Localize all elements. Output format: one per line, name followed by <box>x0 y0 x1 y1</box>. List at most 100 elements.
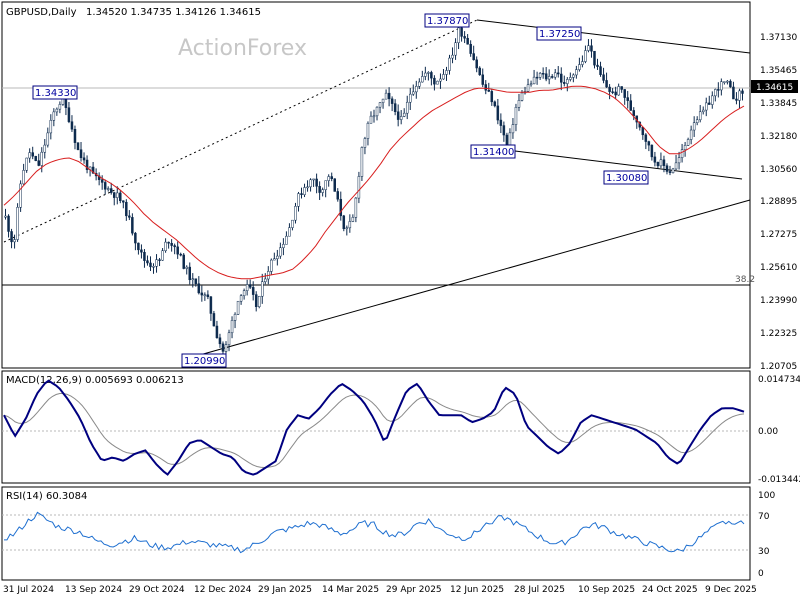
price-tick: 1.30560 <box>760 165 797 175</box>
candle-body <box>614 91 617 96</box>
candle-body <box>242 290 246 296</box>
rsi-tick: 100 <box>758 491 775 501</box>
candle-body <box>185 266 188 269</box>
candle-body <box>116 192 119 198</box>
candle-body <box>67 107 71 122</box>
candle-body <box>179 253 182 256</box>
candle-body <box>91 166 95 174</box>
candle-body <box>439 78 442 82</box>
candle-body <box>481 74 484 85</box>
candle-body <box>158 259 161 261</box>
candle-body <box>297 193 300 207</box>
candle-body <box>143 251 146 261</box>
candle-body <box>236 300 240 315</box>
candle-body <box>695 119 699 123</box>
callout-text: 1.34330 <box>35 88 76 99</box>
candle-body <box>16 207 19 240</box>
candle-body <box>711 95 714 105</box>
candle-body <box>575 69 578 76</box>
candle-body <box>270 259 273 272</box>
candle-body <box>339 198 343 217</box>
callout-text: 1.30080 <box>606 173 647 184</box>
candle-body <box>13 239 16 243</box>
candle-body <box>106 188 110 190</box>
callout-box <box>603 170 649 185</box>
candle-body <box>602 74 605 81</box>
candle-body <box>475 59 478 69</box>
candle-body <box>677 157 681 164</box>
candle-body <box>25 157 28 171</box>
candle-body <box>209 296 213 314</box>
candle-body <box>490 91 494 103</box>
candle-body <box>354 197 358 218</box>
candle-body <box>342 215 346 230</box>
macd-title: MACD(12,26,9) 0.005693 0.006213 <box>6 375 184 386</box>
candle-body <box>538 73 542 78</box>
candle-body <box>306 186 309 189</box>
candle-body <box>514 107 518 125</box>
candle-body <box>665 165 669 172</box>
price-panel-frame <box>1 1 751 369</box>
candle-body <box>430 72 433 79</box>
candle-body <box>221 343 225 352</box>
candle-body <box>345 227 349 230</box>
price-axis: 1.37130 1.35465 1.33845 1.32180 1.30560 … <box>751 33 798 372</box>
price-tick: 1.23990 <box>760 296 797 306</box>
candle-body <box>73 128 77 143</box>
candle-body <box>421 76 424 83</box>
candle-body <box>233 313 237 321</box>
candle-body <box>378 102 382 108</box>
candle-body <box>526 84 530 92</box>
channel-upper-dashed <box>3 19 478 243</box>
price-tick: 1.35465 <box>760 66 797 76</box>
macd-tick: 0.00 <box>758 427 778 437</box>
candle-body <box>300 193 303 195</box>
date-tick: 13 Sep 2024 <box>65 585 122 595</box>
channel-bottom-line <box>514 150 743 180</box>
callout-box <box>181 353 227 368</box>
candle-body <box>125 201 128 217</box>
candle-body <box>445 70 448 75</box>
candle-body <box>412 91 415 95</box>
candle-body <box>720 81 723 91</box>
candle-body <box>149 262 152 268</box>
candle-body <box>363 138 367 148</box>
price-tick: 1.33845 <box>760 99 797 109</box>
rsi-tick: 0 <box>758 569 764 579</box>
candle-body <box>436 80 439 85</box>
candle-body <box>686 139 690 146</box>
date-tick: 31 Jul 2024 <box>3 585 54 595</box>
candle-body <box>511 124 515 134</box>
candle-body <box>550 76 554 78</box>
candle-body <box>82 157 86 161</box>
candle-body <box>502 125 506 136</box>
candle-body <box>463 36 466 39</box>
moving-average-line <box>3 85 745 280</box>
candle-body <box>131 217 134 234</box>
candle-body <box>351 217 355 222</box>
date-tick: 29 Oct 2024 <box>129 585 185 595</box>
candle-body <box>85 159 89 170</box>
rsi-tick: 30 <box>758 547 770 557</box>
candle-body <box>520 92 524 101</box>
candle-body <box>315 178 318 187</box>
candle-body <box>424 72 427 77</box>
candle-body <box>357 176 361 199</box>
callout-box <box>32 85 78 100</box>
candle-body <box>309 179 312 188</box>
candle-body <box>632 110 636 117</box>
candle-body <box>581 61 584 65</box>
rising-trendline <box>181 199 751 361</box>
candle-body <box>161 250 164 261</box>
candle-body <box>499 119 503 126</box>
candle-body <box>348 221 352 229</box>
date-tick: 28 Jul 2025 <box>514 585 565 595</box>
candle-body <box>650 144 654 158</box>
callout-12099: 1.20990 <box>181 353 227 368</box>
candle-body <box>206 294 210 298</box>
price-tick: 1.22325 <box>760 329 797 339</box>
candle-body <box>617 86 620 96</box>
candle-body <box>723 81 726 83</box>
candle-body <box>369 115 373 124</box>
